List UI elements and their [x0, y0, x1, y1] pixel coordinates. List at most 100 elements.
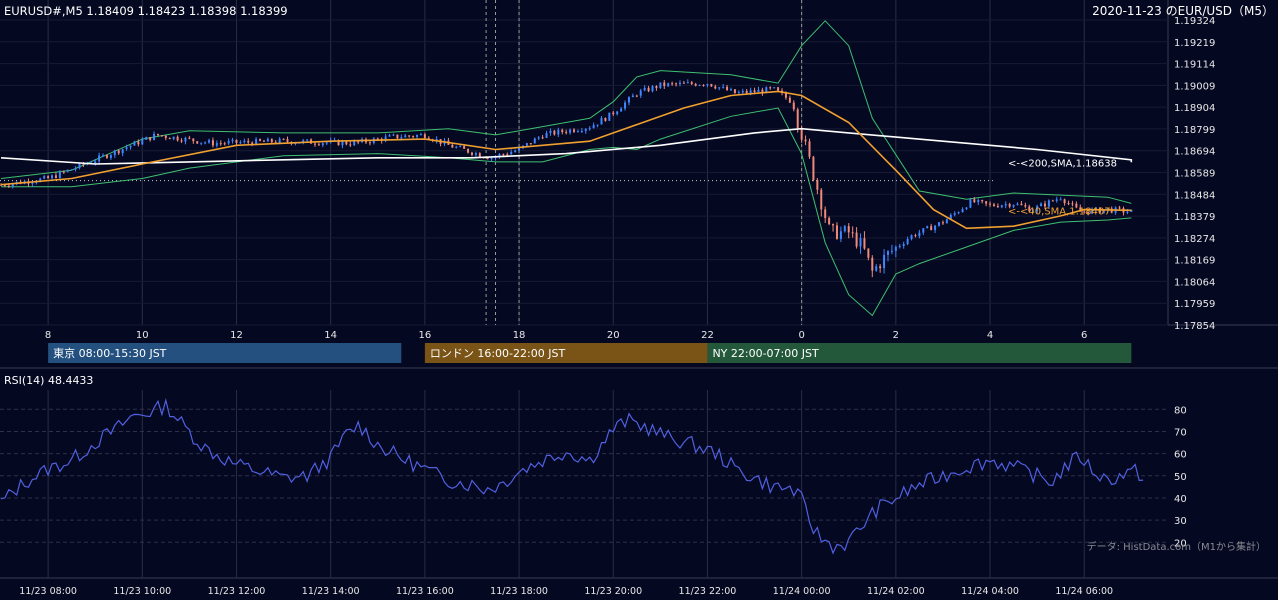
candle-body — [730, 89, 732, 91]
candle — [761, 87, 764, 96]
candle-body — [698, 84, 701, 86]
session-label: ロンドン 16:00-22:00 JST — [430, 347, 566, 360]
candle — [231, 137, 234, 144]
candle-body — [533, 138, 536, 144]
candle-body — [1075, 203, 1078, 208]
candle-body — [828, 218, 831, 225]
candle-body — [1036, 206, 1039, 211]
candle-body — [659, 82, 662, 89]
candle-body — [541, 137, 544, 139]
candle-body — [855, 232, 858, 247]
candle-body — [985, 201, 988, 204]
candle — [117, 149, 120, 155]
candle — [639, 88, 642, 98]
candle — [412, 135, 415, 139]
candle — [863, 231, 866, 250]
candle-body — [1063, 199, 1066, 204]
candle-body — [863, 238, 866, 249]
candle-body — [620, 108, 623, 112]
candle — [596, 124, 599, 128]
rsi-y-tick-label: 30 — [1174, 516, 1187, 527]
candle — [938, 222, 941, 227]
bollinger-upper-band — [0, 20, 1132, 204]
candle-body — [867, 248, 870, 258]
candle — [773, 87, 776, 89]
candle-body — [368, 142, 371, 144]
candle-body — [1020, 203, 1023, 206]
candle-body — [94, 161, 97, 163]
candle-body — [180, 140, 183, 142]
candle-body — [812, 156, 815, 180]
candle — [180, 138, 183, 143]
candle — [851, 226, 854, 238]
candle-body — [39, 178, 42, 182]
candle — [737, 90, 740, 94]
candle — [1075, 201, 1078, 209]
candle — [726, 84, 729, 91]
candle — [824, 206, 827, 223]
candle-body — [631, 95, 634, 98]
candle-body — [196, 141, 199, 144]
price-y-tick-label: 1.18904 — [1174, 103, 1215, 114]
candle — [549, 128, 552, 136]
candle-body — [192, 138, 195, 142]
candle-body — [506, 154, 509, 156]
candle — [510, 149, 513, 155]
candle-body — [160, 135, 163, 137]
candle — [612, 110, 615, 116]
data-source-note: データ: HistData.com（M1から集計） — [1087, 540, 1266, 553]
candle — [985, 201, 988, 207]
price-y-tick-label: 1.17959 — [1174, 299, 1215, 310]
candle-body — [133, 141, 136, 146]
candle-body — [3, 184, 6, 186]
candle-body — [388, 135, 391, 137]
candle-body — [765, 87, 768, 93]
candle — [529, 143, 532, 145]
candle-body — [349, 144, 352, 146]
candle-body — [98, 155, 101, 162]
candle-body — [584, 128, 587, 131]
candle — [227, 138, 230, 146]
price-y-tick-label: 1.17854 — [1174, 321, 1215, 332]
candle-body — [694, 83, 697, 86]
price-x-tick-label: 14 — [324, 330, 337, 341]
candle — [192, 138, 195, 144]
candle — [467, 148, 470, 154]
candle-body — [580, 130, 583, 132]
candle-body — [274, 142, 277, 144]
session-block: 東京 08:00-15:30 JST — [48, 343, 402, 363]
session-label: 東京 08:00-15:30 JST — [53, 346, 167, 360]
candle-body — [926, 226, 929, 229]
candle-body — [247, 140, 250, 143]
candle — [604, 117, 607, 122]
candle — [408, 135, 411, 138]
candle-body — [557, 129, 560, 135]
candle — [996, 203, 999, 208]
candle-body — [733, 89, 736, 94]
candle-body — [576, 131, 579, 133]
price-y-tick-label: 1.18379 — [1174, 212, 1215, 223]
candle — [714, 84, 717, 90]
candle-body — [894, 246, 897, 251]
candle — [828, 216, 831, 226]
rsi-x-tick-label: 11/23 10:00 — [113, 586, 171, 597]
candle — [1024, 202, 1027, 209]
candle-body — [883, 254, 886, 269]
candle-body — [435, 139, 438, 141]
candle-body — [156, 133, 159, 136]
candle — [1000, 204, 1003, 209]
candle — [965, 206, 968, 210]
candle — [1059, 197, 1062, 201]
rsi-panel: 11/23 08:00 11/23 10:00 11/23 12:00 11/23 1… — [0, 367, 1278, 597]
candle-body — [843, 226, 846, 232]
candle — [847, 223, 850, 239]
candle-body — [973, 199, 976, 203]
candle-body — [510, 152, 513, 155]
candle-body — [918, 232, 921, 237]
candle-body — [455, 146, 458, 148]
candle — [66, 169, 69, 173]
candle-body — [839, 231, 842, 239]
candle — [196, 140, 199, 144]
price-y-tick-label: 1.18274 — [1174, 234, 1215, 245]
candle-body — [337, 140, 340, 146]
